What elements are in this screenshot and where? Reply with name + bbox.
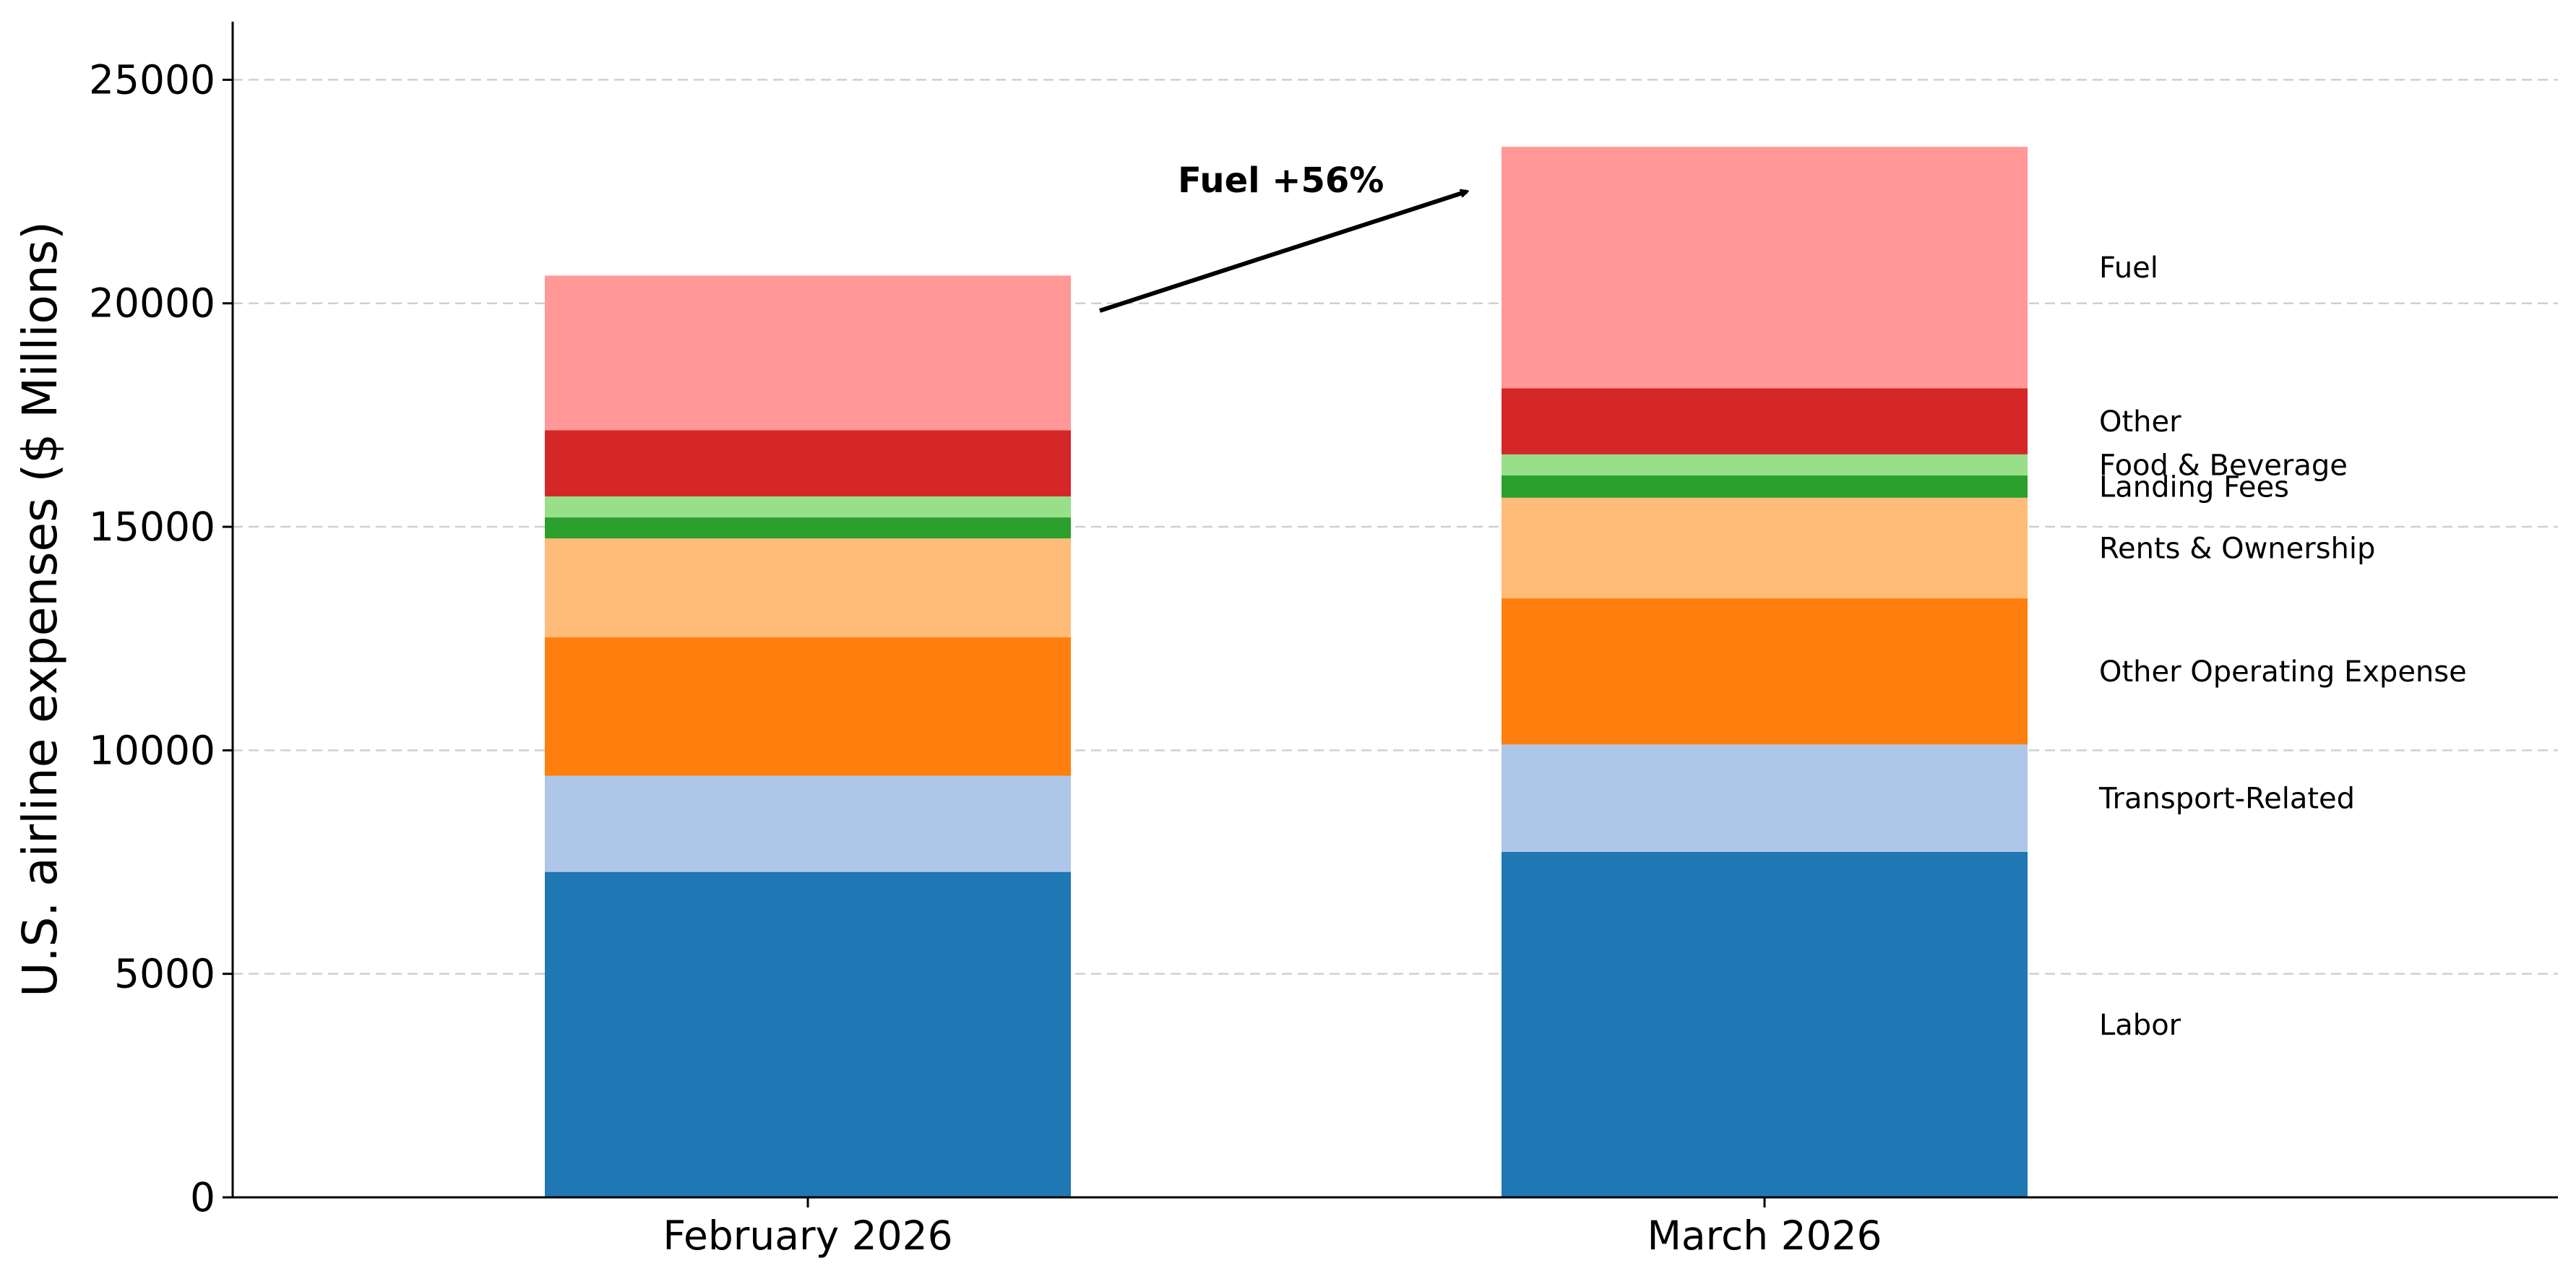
bar-segment-transport-related xyxy=(1502,744,2028,852)
series-label: Other xyxy=(2099,405,2181,439)
series-label: Transport-Related xyxy=(2098,783,2355,816)
y-tick-label: 15000 xyxy=(89,504,215,550)
axes xyxy=(231,22,2558,1199)
y-ticks: 0 5000 10000 15000 20000 25000 xyxy=(89,56,233,1220)
series-label: Other Operating Expense xyxy=(2099,655,2467,689)
x-tick-label: February 2026 xyxy=(663,1213,952,1259)
bar-segment-labor xyxy=(1502,851,2028,1197)
bar-segment-other-operating-expense xyxy=(545,637,1071,776)
bars xyxy=(545,147,2028,1197)
series-label: Rents & Ownership xyxy=(2099,532,2375,565)
bar-segment-rents-ownership xyxy=(545,538,1071,637)
fuel-annotation: Fuel +56% xyxy=(1099,160,1467,313)
series-label: Food & Beverage xyxy=(2099,449,2348,482)
bar-segment-other-operating-expense xyxy=(1502,598,2028,745)
x-tick-label: March 2026 xyxy=(1647,1213,1882,1259)
y-tick-label: 0 xyxy=(190,1174,215,1220)
bar-segment-food-beverage xyxy=(1502,454,2028,475)
bar-segment-labor xyxy=(545,871,1071,1197)
series-label: Fuel xyxy=(2099,251,2158,285)
bar-segment-fuel xyxy=(545,275,1071,431)
bar-segment-food-beverage xyxy=(545,496,1071,518)
bar-segment-transport-related xyxy=(545,775,1071,872)
y-tick-label: 10000 xyxy=(89,727,215,773)
y-tick-label: 25000 xyxy=(89,56,215,103)
bar-segment-landing-fees xyxy=(1502,475,2028,498)
y-tick-label: 20000 xyxy=(89,280,215,327)
series-labels: Labor Transport-Related Other Operating Ex… xyxy=(2098,251,2467,1042)
annotation-text: Fuel +56% xyxy=(1178,160,1384,201)
bar-segment-other xyxy=(1502,388,2028,455)
bar-segment-landing-fees xyxy=(545,517,1071,539)
y-tick-label: 5000 xyxy=(114,951,215,997)
bar-segment-fuel xyxy=(1502,147,2028,389)
series-label: Labor xyxy=(2099,1009,2181,1042)
x-ticks: February 2026 March 2026 xyxy=(663,1197,1882,1259)
y-axis-title: U.S. airline expenses ($ Millions) xyxy=(12,221,68,997)
bar-segment-other xyxy=(545,430,1071,496)
series-label: Landing Fees xyxy=(2099,470,2289,504)
annotation-arrow xyxy=(1099,191,1467,313)
bar-segment-rents-ownership xyxy=(1502,497,2028,599)
